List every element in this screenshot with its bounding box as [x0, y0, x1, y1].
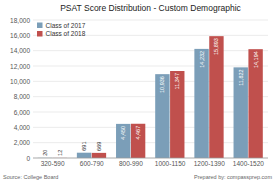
bar — [92, 153, 106, 158]
x-axis: 320-590 600-790 800-990 1000-1150 1200-1390 1… — [41, 160, 265, 167]
legend-label: Class of 2017 — [46, 22, 86, 29]
title: PSAT Score Distribution - Custom Demogra… — [60, 3, 241, 13]
y-tick-label: 2,000 — [14, 139, 31, 146]
bar — [209, 36, 223, 158]
legend-swatch — [37, 31, 43, 37]
y-tick-label: 0 — [26, 155, 30, 162]
annotation: Prepared by: compassprep.com — [194, 174, 272, 180]
bar — [116, 124, 130, 158]
legend: Class of 2017Class of 2018 — [37, 22, 86, 38]
x-tick-label: 1200-1390 — [194, 160, 225, 167]
data-label: 14,232 — [199, 51, 205, 68]
legend-label: Class of 2018 — [46, 30, 86, 37]
chart: PSAT Score Distribution - Custom Demogra… — [0, 0, 275, 183]
grid-line — [33, 96, 268, 97]
y-tick-label: 16,000 — [10, 32, 30, 39]
data-label: 12 — [57, 150, 63, 156]
data-label: 669 — [96, 142, 102, 151]
y-tick-label: 12,000 — [10, 63, 30, 70]
bar — [194, 49, 208, 158]
y-tick-label: 10,000 — [10, 78, 30, 85]
x-tick-label: 1000-1150 — [155, 160, 186, 167]
data-label: 14,194 — [253, 51, 259, 68]
bar — [77, 153, 91, 158]
background — [0, 0, 275, 183]
bar — [131, 124, 145, 158]
data-label: 4,467 — [135, 126, 141, 140]
grid-line — [33, 50, 268, 51]
x-axis-line — [33, 158, 268, 159]
x-tick-label: 600-790 — [80, 160, 104, 167]
grid-line — [33, 142, 268, 143]
data-labels: 20 691 4,450 10,936 14,232 11,822 12 669 4,467 11… — [42, 38, 259, 156]
data-label: 11,347 — [174, 73, 180, 89]
y-tick-label: 8,000 — [14, 93, 31, 100]
grid-line — [33, 81, 268, 82]
bar — [248, 49, 262, 158]
y-tick-label: 14,000 — [10, 47, 30, 54]
x-tick-label: 800-990 — [119, 160, 143, 167]
data-label: 4,450 — [120, 126, 126, 140]
bar — [234, 67, 248, 158]
y-tick-label: 18,000 — [10, 17, 30, 24]
grid-line — [33, 112, 268, 113]
bar — [155, 74, 169, 158]
legend-swatch — [37, 23, 43, 29]
bars — [38, 36, 263, 158]
annotation: Source: College Board — [3, 174, 58, 180]
bar — [170, 71, 184, 158]
grid-line — [33, 127, 268, 128]
data-label: 11,822 — [238, 69, 244, 85]
data-label: 20 — [42, 150, 48, 156]
x-tick-label: 1400-1520 — [233, 160, 264, 167]
y-axis: 0 2,000 4,000 6,000 8,000 10,000 12,000 14,000 1… — [10, 17, 268, 162]
data-label: 15,893 — [213, 38, 219, 55]
data-label: 10,936 — [159, 76, 165, 93]
grid-line — [33, 20, 268, 21]
y-tick-label: 4,000 — [14, 124, 31, 131]
x-tick-label: 320-590 — [41, 160, 65, 167]
grid-line — [33, 158, 268, 159]
y-tick-label: 6,000 — [14, 109, 31, 116]
data-label: 691 — [81, 142, 87, 151]
grid-line — [33, 66, 268, 67]
